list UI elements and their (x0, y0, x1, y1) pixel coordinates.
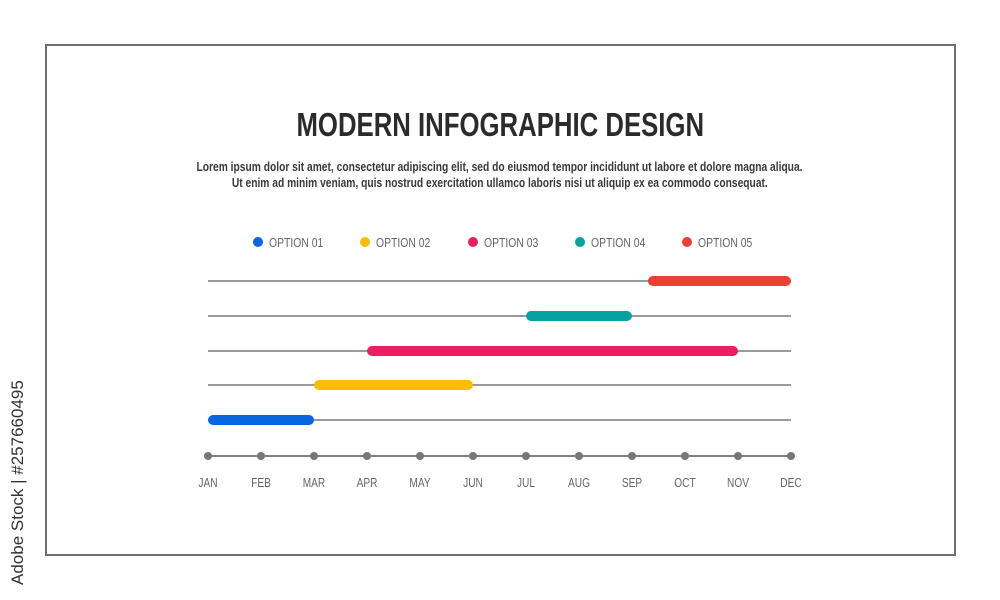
infographic-frame (45, 44, 956, 556)
legend-label-1: OPTION 01 (269, 236, 323, 250)
x-tick-label: OCT (674, 476, 695, 490)
x-tick-label: AUG (568, 476, 590, 490)
legend-dot-5 (682, 237, 692, 247)
x-tick-label: JUL (517, 476, 535, 490)
axis-tick-dot (204, 452, 212, 460)
axis-tick-dot (416, 452, 424, 460)
axis-tick-dot (681, 452, 689, 460)
legend-label-2: OPTION 02 (376, 236, 430, 250)
axis-tick-dot (469, 452, 477, 460)
x-tick-label: MAR (303, 476, 326, 490)
axis-tick-dot (734, 452, 742, 460)
x-tick-label: NOV (727, 476, 749, 490)
title-text: MODERN INFOGRAPHIC DESIGN (296, 106, 704, 143)
x-tick-label: APR (357, 476, 378, 490)
description: Lorem ipsum dolor sit amet, consectetur … (0, 159, 1000, 191)
axis-tick-dot (628, 452, 636, 460)
x-tick-label: MAY (409, 476, 430, 490)
axis-tick-dot (363, 452, 371, 460)
axis-tick-dot (310, 452, 318, 460)
legend-dot-2 (360, 237, 370, 247)
page-title: MODERN INFOGRAPHIC DESIGN (0, 106, 1000, 144)
legend-dot-1 (253, 237, 263, 247)
x-tick-label: DEC (780, 476, 801, 490)
description-line-2: Ut enim ad minim veniam, quis nostrud ex… (232, 176, 768, 190)
legend-label-4: OPTION 04 (591, 236, 646, 250)
legend-dot-4 (575, 237, 585, 247)
axis-tick-dot (787, 452, 795, 460)
x-tick-label: SEP (622, 476, 642, 490)
axis-tick-dot (575, 452, 583, 460)
legend-label-5: OPTION 05 (698, 236, 753, 250)
axis-tick-dot (257, 452, 265, 460)
description-line-1: Lorem ipsum dolor sit amet, consectetur … (196, 160, 803, 174)
legend-dot-3 (468, 237, 478, 247)
x-tick-label: FEB (251, 476, 271, 490)
legend-label-3: OPTION 03 (484, 236, 539, 250)
x-tick-label: JUN (463, 476, 483, 490)
x-tick-label: JAN (198, 476, 217, 490)
axis-tick-dot (522, 452, 530, 460)
